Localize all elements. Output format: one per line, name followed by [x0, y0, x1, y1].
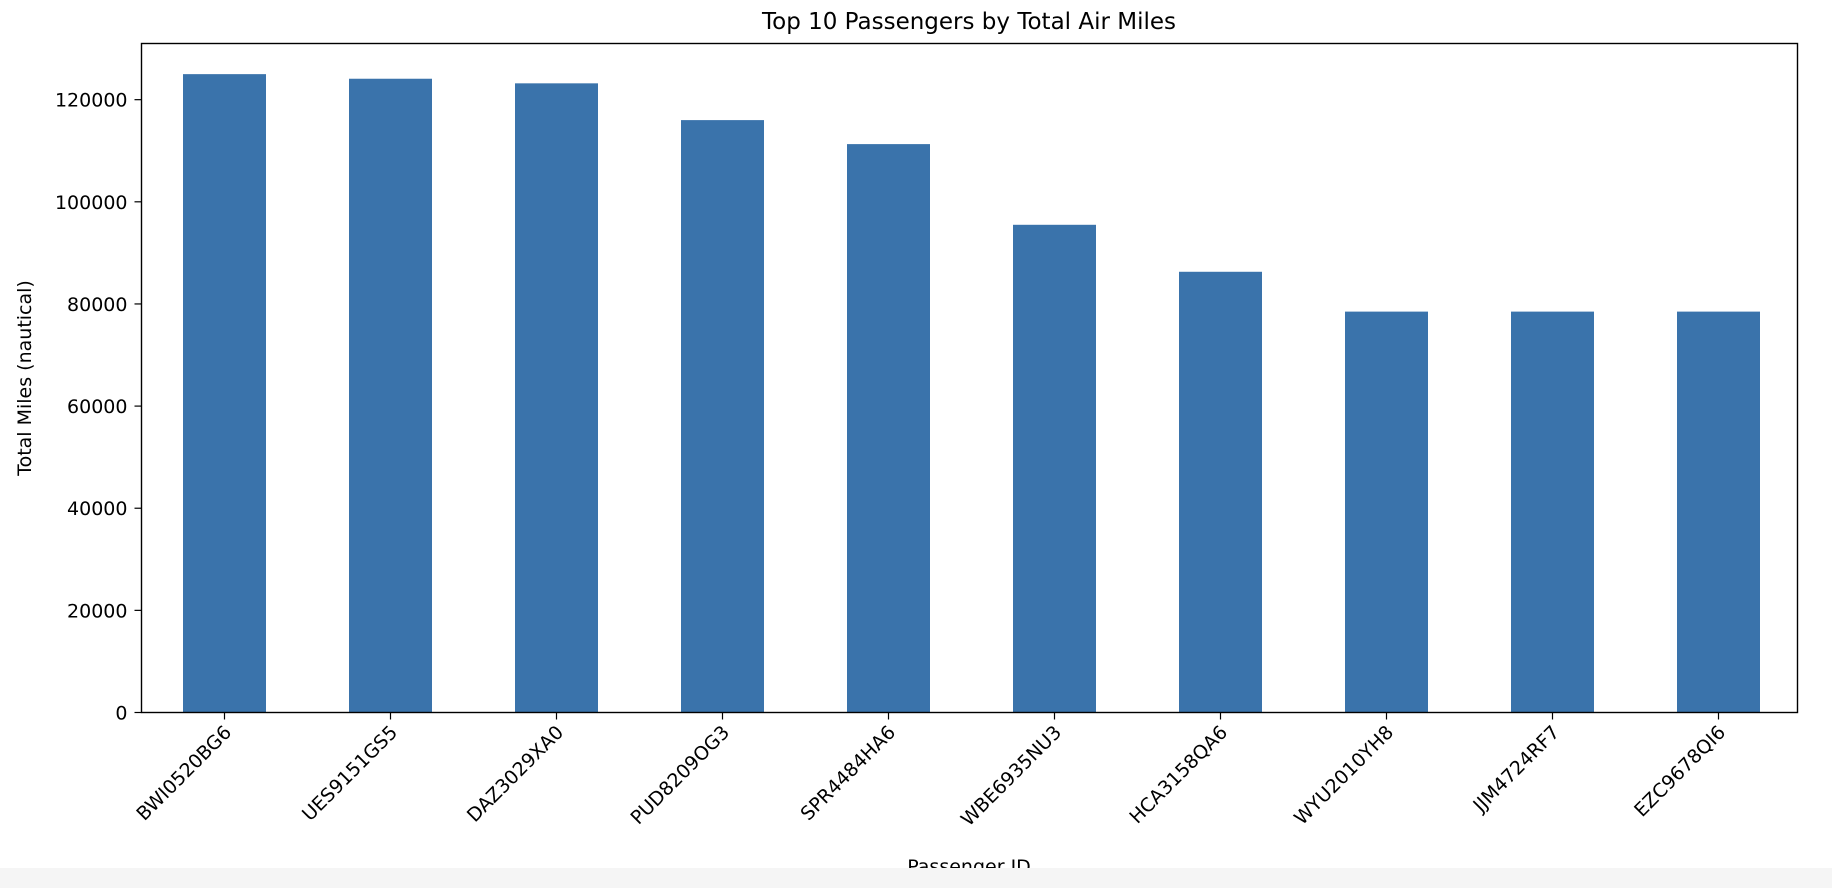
- y-tick-label: 60000: [67, 396, 127, 418]
- x-axis: BWI0520BG6 UES9151GS5 DAZ3029XA0 PUD8209OG3…: [132, 712, 1730, 831]
- y-axis-label: Total Miles (nautical): [14, 280, 36, 477]
- x-tick-label: SPR4484HA6: [796, 721, 900, 825]
- y-axis: 0 20000 40000 60000 80000 100000 120000: [55, 90, 142, 725]
- x-tick-label: JJM4724RF7: [1468, 721, 1564, 817]
- chart-title: Top 10 Passengers by Total Air Miles: [761, 9, 1176, 35]
- bar-daz3029xa0: [515, 83, 598, 713]
- bar-ezc9678qi6: [1677, 311, 1760, 713]
- y-tick-label: 0: [115, 703, 127, 725]
- x-tick-label: EZC9678QI6: [1630, 721, 1730, 821]
- bar-ues9151gs5: [349, 78, 432, 713]
- y-tick-label: 80000: [67, 294, 127, 316]
- x-tick-label: PUD8209OG3: [626, 721, 734, 829]
- y-tick-label: 120000: [55, 90, 128, 112]
- bar-jjm4724rf7: [1511, 311, 1594, 713]
- x-tick-label: WYU2010YH8: [1290, 721, 1398, 829]
- bar-spr4484ha6: [847, 144, 930, 713]
- x-tick-label: UES9151GS5: [298, 721, 402, 825]
- plot-frame: [140, 42, 1799, 714]
- x-tick-label: DAZ3029XA0: [463, 721, 568, 826]
- bar-bwi0520bg6: [183, 74, 266, 713]
- bar-wyu2010yh8: [1345, 311, 1428, 713]
- y-tick-label: 40000: [67, 498, 127, 520]
- footer-strip: [0, 868, 1832, 888]
- y-tick-label: 100000: [55, 192, 128, 214]
- x-tick-label: BWI0520BG6: [132, 721, 236, 825]
- x-tick-label: HCA3158QA6: [1125, 721, 1232, 828]
- bar-hca3158qa6: [1179, 271, 1262, 713]
- x-tick-label: WBE6935NU3: [957, 721, 1066, 830]
- y-tick-label: 20000: [67, 600, 127, 622]
- bar-pud8209og3: [681, 120, 764, 713]
- bar-wbe6935nu3: [1013, 224, 1096, 713]
- bars-group: [183, 74, 1760, 713]
